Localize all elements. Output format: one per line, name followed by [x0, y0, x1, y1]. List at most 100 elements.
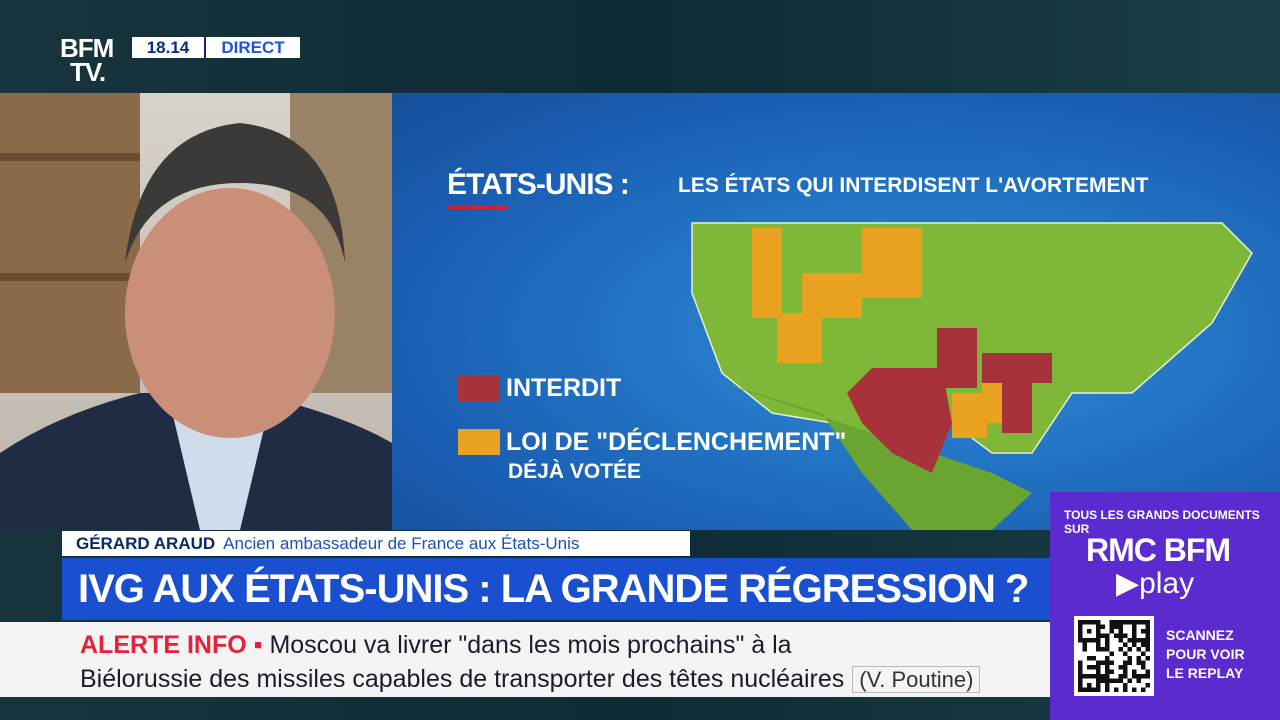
qr-module	[1118, 620, 1123, 625]
qr-module	[1123, 683, 1128, 688]
qr-module	[1105, 678, 1110, 683]
qr-code	[1074, 616, 1154, 696]
guest-video	[0, 93, 392, 530]
qr-module	[1141, 674, 1146, 679]
qr-module	[1096, 638, 1101, 643]
map-title: ÉTATS-UNIS :	[447, 168, 630, 201]
trigger-state	[952, 393, 987, 438]
qr-module	[1114, 633, 1119, 638]
qr-module	[1141, 687, 1146, 692]
banned-state	[847, 368, 952, 473]
qr-module	[1141, 629, 1146, 634]
qr-module	[1105, 647, 1110, 652]
qr-module	[1145, 683, 1150, 688]
banned-state	[1002, 383, 1032, 433]
banned-state	[982, 353, 1052, 383]
qr-module	[1127, 656, 1132, 661]
qr-module	[1118, 647, 1123, 652]
ticker-source: (V. Poutine)	[852, 666, 981, 693]
qr-module	[1105, 665, 1110, 670]
promo-panel: TOUS LES GRANDS DOCUMENTS SUR RMC BFM ▶p…	[1050, 492, 1280, 720]
qr-module	[1091, 656, 1096, 661]
qr-module	[1078, 678, 1083, 683]
qr-module	[1132, 633, 1137, 638]
qr-module	[1145, 674, 1150, 679]
promo-brand-play: ▶play	[1116, 567, 1195, 600]
qr-module	[1114, 624, 1119, 629]
qr-module	[1141, 665, 1146, 670]
qr-module	[1096, 647, 1101, 652]
legend-swatch	[458, 375, 500, 401]
qr-module	[1087, 656, 1092, 661]
headline: IVG AUX ÉTATS-UNIS : LA GRANDE RÉGRESSIO…	[62, 558, 1050, 620]
qr-module	[1127, 660, 1132, 665]
qr-module	[1100, 624, 1105, 629]
legend-swatch	[458, 429, 500, 455]
legend-label: LOI DE "DÉCLENCHEMENT"	[506, 428, 847, 456]
qr-module	[1118, 624, 1123, 629]
qr-module	[1145, 633, 1150, 638]
qr-module	[1132, 642, 1137, 647]
qr-module	[1127, 678, 1132, 683]
qr-module	[1082, 674, 1087, 679]
promo-cta: SCANNEZ POUR VOIR LE REPLAY	[1166, 626, 1245, 683]
qr-module	[1118, 633, 1123, 638]
qr-module	[1100, 678, 1105, 683]
qr-module	[1123, 642, 1128, 647]
qr-module	[1078, 660, 1083, 665]
qr-module	[1087, 629, 1092, 634]
channel-logo: BFM TV.	[60, 35, 114, 85]
qr-module	[1087, 683, 1092, 688]
trigger-state	[802, 273, 862, 318]
qr-module	[1105, 638, 1110, 643]
ticker-line: Biélorussie des missiles capables de tra…	[80, 665, 845, 693]
qr-module	[1078, 624, 1083, 629]
cta-line: LE REPLAY	[1166, 665, 1244, 681]
mexico	[722, 383, 1032, 530]
legend-label: DÉJÀ VOTÉE	[508, 460, 642, 483]
cta-line: SCANNEZ	[1166, 627, 1234, 643]
qr-module	[1105, 656, 1110, 661]
qr-module	[1136, 674, 1141, 679]
live-badge: DIRECT	[204, 37, 300, 58]
qr-module	[1105, 687, 1110, 692]
ticker-line: Moscou va livrer "dans les mois prochain…	[269, 631, 792, 659]
trigger-state	[982, 383, 1002, 423]
qr-module	[1100, 674, 1105, 679]
qr-module	[1078, 687, 1083, 692]
qr-module	[1132, 629, 1137, 634]
qr-module	[1132, 687, 1137, 692]
qr-module	[1145, 647, 1150, 652]
qr-module	[1091, 687, 1096, 692]
qr-module	[1087, 665, 1092, 670]
alert-label: ALERTE INFO	[80, 631, 247, 659]
qr-module	[1123, 620, 1128, 625]
qr-module	[1145, 629, 1150, 634]
qr-module	[1082, 642, 1087, 647]
qr-module	[1105, 683, 1110, 688]
qr-module	[1096, 642, 1101, 647]
qr-module	[1127, 620, 1132, 625]
qr-module	[1096, 665, 1101, 670]
qr-module	[1118, 674, 1123, 679]
qr-module	[1087, 638, 1092, 643]
qr-module	[1141, 642, 1146, 647]
us-map	[447, 206, 1253, 530]
qr-module	[1096, 674, 1101, 679]
qr-module	[1096, 633, 1101, 638]
qr-module	[1118, 638, 1123, 643]
legend-label: INTERDIT	[506, 374, 622, 402]
qr-module	[1118, 665, 1123, 670]
qr-module	[1109, 669, 1114, 674]
qr-module	[1096, 678, 1101, 683]
trigger-state	[752, 228, 782, 318]
qr-module	[1105, 633, 1110, 638]
qr-module	[1087, 674, 1092, 679]
qr-module	[1078, 669, 1083, 674]
trigger-state	[777, 313, 822, 363]
qr-module	[1109, 629, 1114, 634]
qr-module	[1132, 620, 1137, 625]
qr-module	[1096, 624, 1101, 629]
qr-module	[1078, 633, 1083, 638]
